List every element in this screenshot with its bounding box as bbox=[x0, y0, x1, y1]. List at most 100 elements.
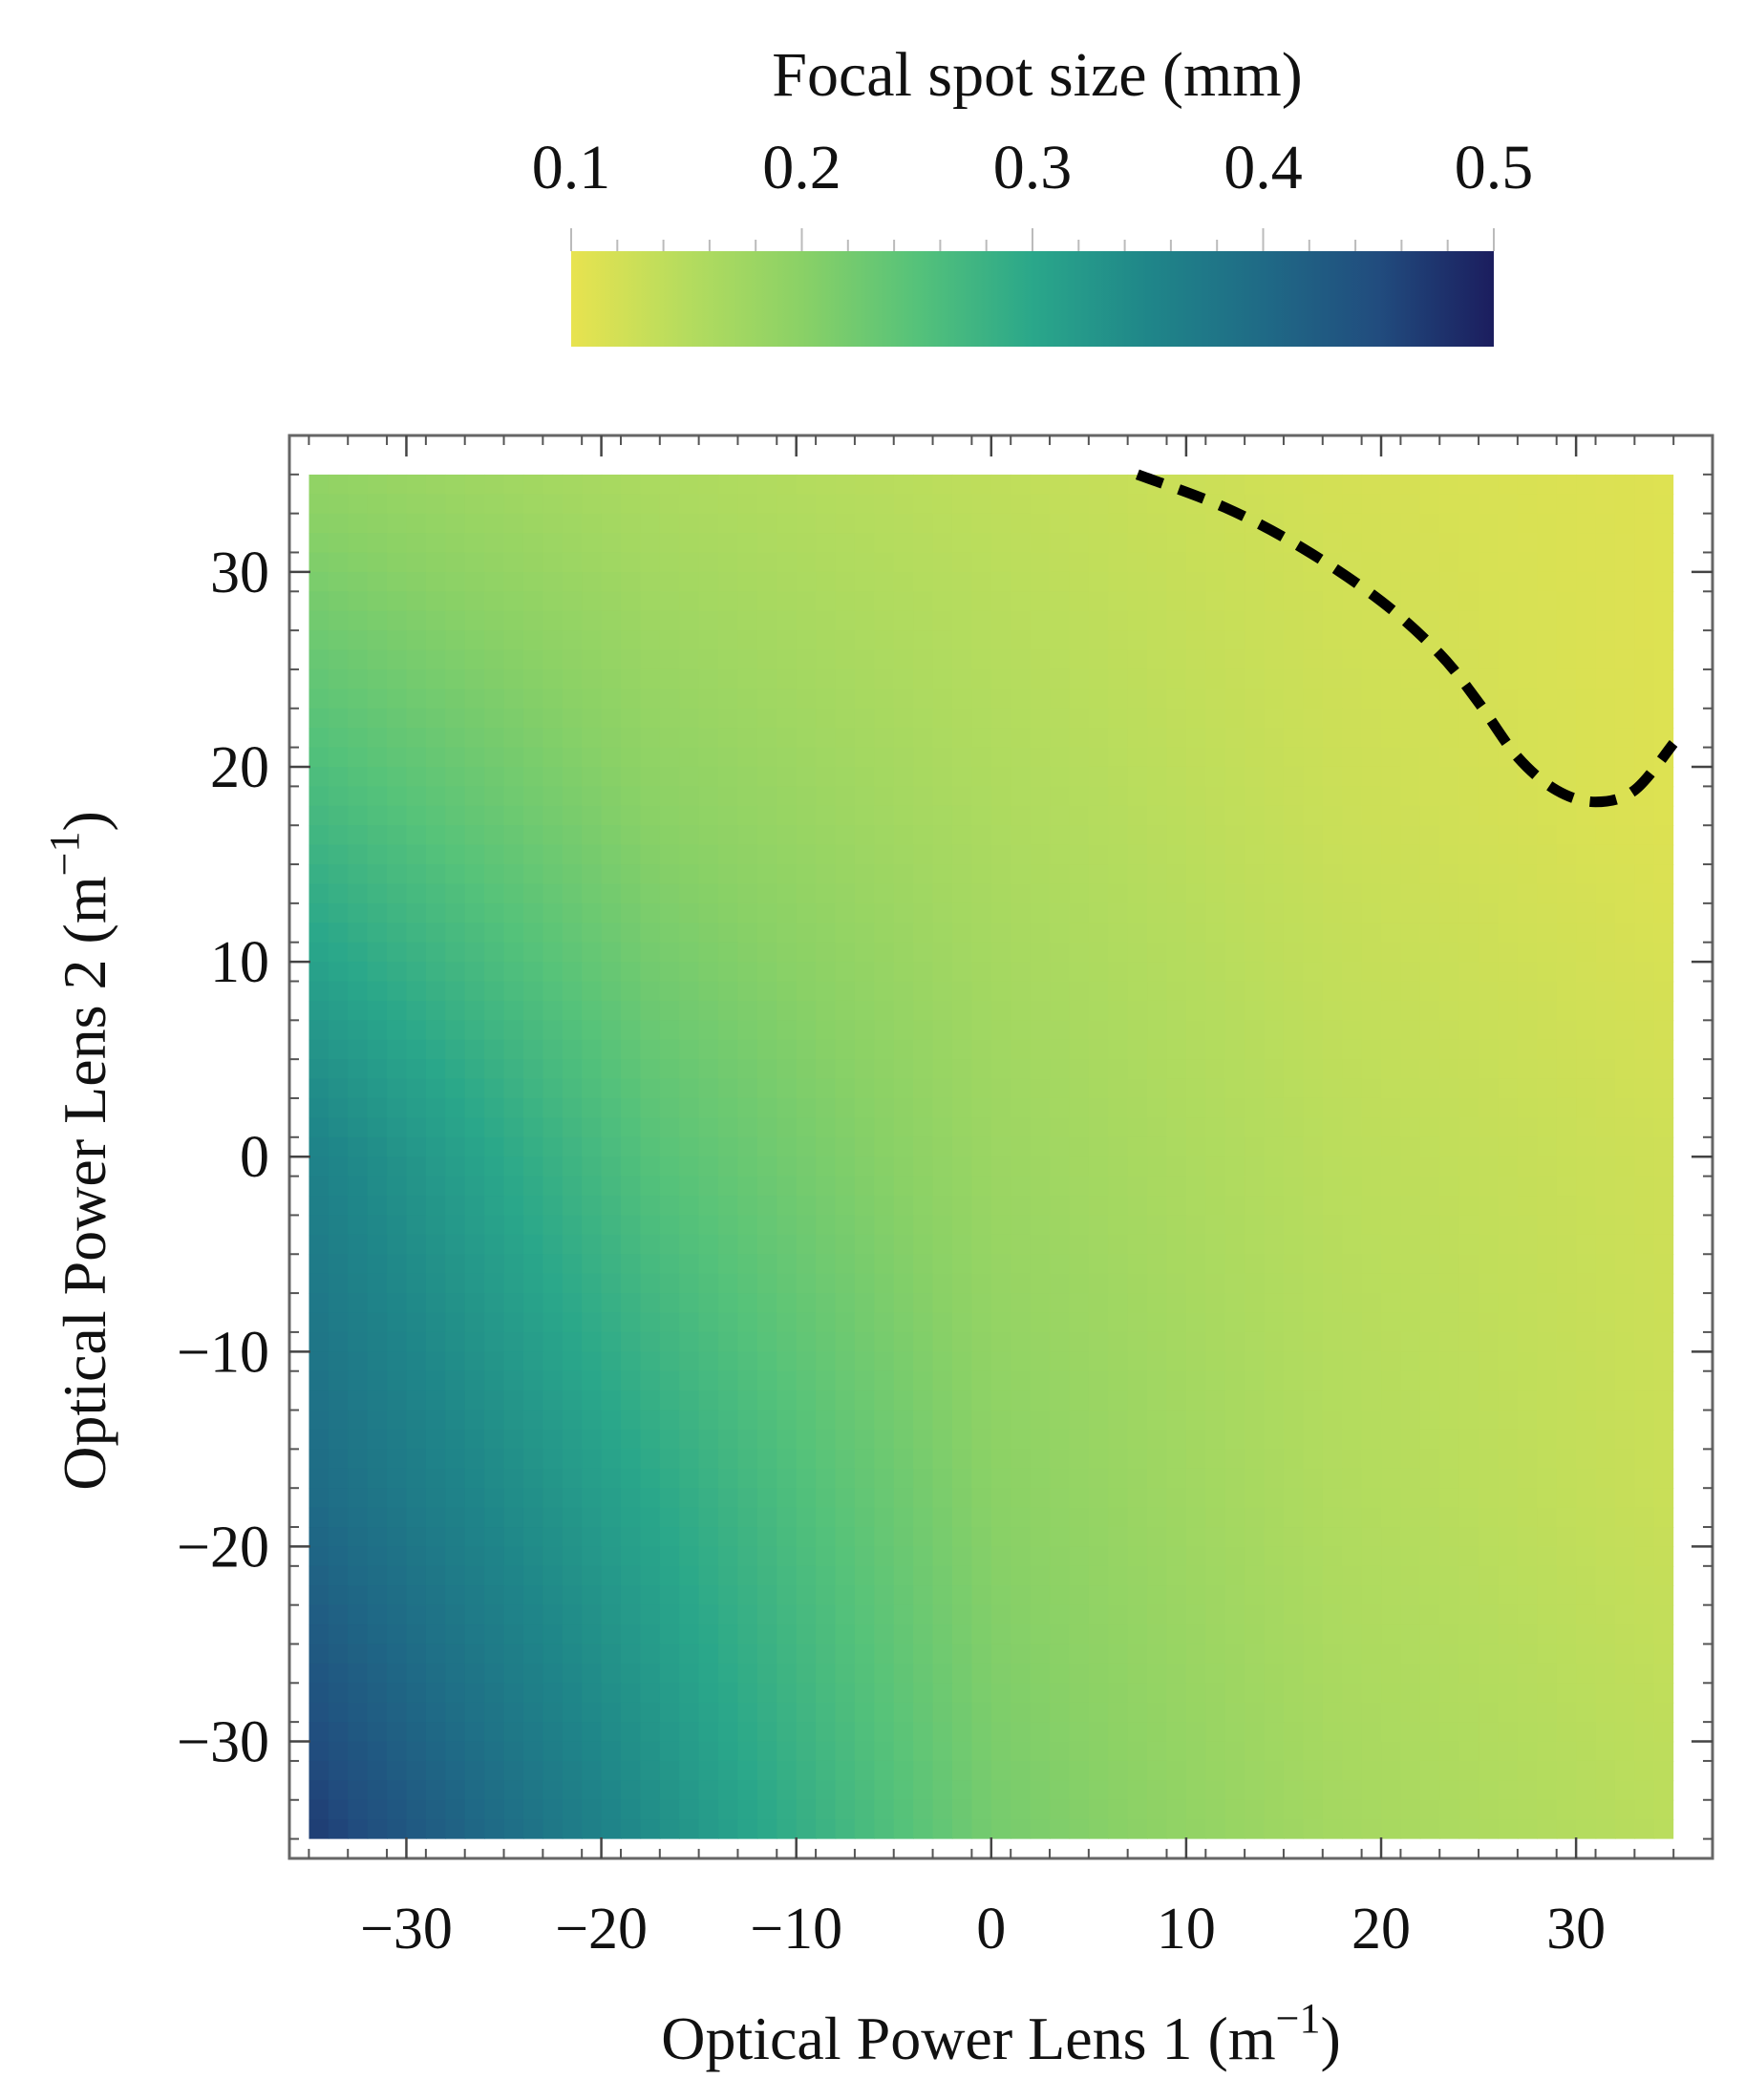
heatmap-cell bbox=[796, 1312, 817, 1333]
heatmap-cell bbox=[1419, 1429, 1441, 1451]
heatmap-cell bbox=[990, 728, 1012, 749]
heatmap-cell bbox=[1205, 1176, 1226, 1197]
heatmap-cell bbox=[1011, 571, 1032, 593]
heatmap-cell bbox=[1011, 805, 1032, 827]
heatmap-cell bbox=[1595, 1331, 1616, 1353]
heatmap-cell bbox=[718, 1624, 739, 1645]
heatmap-cell bbox=[951, 630, 973, 651]
heatmap-cell bbox=[756, 1780, 778, 1801]
heatmap-cell bbox=[1576, 747, 1597, 768]
heatmap-cell bbox=[1400, 1196, 1421, 1217]
heatmap-cell bbox=[951, 610, 973, 631]
heatmap-cell bbox=[1205, 1390, 1226, 1411]
heatmap-cell bbox=[582, 1136, 603, 1158]
heatmap-cell bbox=[874, 689, 895, 710]
heatmap-cell bbox=[1185, 708, 1207, 729]
heatmap-cell bbox=[679, 1254, 700, 1275]
heatmap-cell bbox=[1303, 1234, 1324, 1256]
heatmap-cell bbox=[1322, 766, 1343, 788]
heatmap-cell bbox=[971, 883, 992, 904]
heatmap-cell bbox=[1224, 1799, 1245, 1820]
heatmap-cell bbox=[1030, 786, 1051, 807]
heatmap-cell bbox=[1361, 1234, 1382, 1256]
heatmap-cell bbox=[1400, 1819, 1421, 1839]
heatmap-cell bbox=[718, 474, 739, 496]
heatmap-cell bbox=[854, 1780, 876, 1801]
heatmap-cell bbox=[737, 981, 758, 1002]
heatmap-cell bbox=[1361, 1273, 1382, 1294]
heatmap-cell bbox=[1381, 1312, 1402, 1333]
heatmap-cell bbox=[562, 728, 583, 749]
heatmap-cell bbox=[464, 533, 485, 554]
heatmap-cell bbox=[1439, 1468, 1460, 1489]
heatmap-cell bbox=[387, 630, 408, 651]
heatmap-cell bbox=[698, 981, 719, 1002]
heatmap-cell bbox=[756, 1799, 778, 1820]
heatmap-cell bbox=[1576, 1370, 1597, 1391]
heatmap-cell bbox=[816, 1176, 837, 1197]
heatmap-cell bbox=[1108, 1273, 1129, 1294]
heatmap-cell bbox=[1653, 1565, 1674, 1587]
heatmap-cell bbox=[1595, 1176, 1616, 1197]
heatmap-cell bbox=[1400, 1273, 1421, 1294]
heatmap-cell bbox=[367, 1780, 388, 1801]
heatmap-cell bbox=[348, 1331, 369, 1353]
heatmap-cell bbox=[1185, 1059, 1207, 1080]
heatmap-cell bbox=[718, 1331, 739, 1353]
heatmap-cell bbox=[1361, 1176, 1382, 1197]
heatmap-cell bbox=[1245, 1136, 1266, 1158]
heatmap-cell bbox=[1322, 1097, 1343, 1119]
heatmap-cell bbox=[951, 864, 973, 885]
heatmap-cell bbox=[659, 1370, 681, 1391]
heatmap-cell bbox=[620, 571, 642, 593]
heatmap-cell bbox=[1283, 864, 1305, 885]
heatmap-cell bbox=[1342, 1449, 1363, 1470]
heatmap-cell bbox=[1030, 864, 1051, 885]
heatmap-cell bbox=[971, 708, 992, 729]
heatmap-cell bbox=[1185, 1196, 1207, 1217]
heatmap-cell bbox=[718, 1059, 739, 1080]
heatmap-cell bbox=[1069, 728, 1090, 749]
heatmap-cell bbox=[913, 1624, 934, 1645]
heatmap-cell bbox=[874, 591, 895, 612]
heatmap-cell bbox=[620, 1331, 642, 1353]
heatmap-cell bbox=[718, 786, 739, 807]
heatmap-cell bbox=[1381, 1683, 1402, 1704]
heatmap-cell bbox=[1050, 1410, 1071, 1431]
heatmap-cell bbox=[874, 649, 895, 670]
heatmap-cell bbox=[582, 747, 603, 768]
heatmap-cell bbox=[679, 591, 700, 612]
heatmap-cell bbox=[737, 1410, 758, 1431]
heatmap-cell bbox=[1361, 708, 1382, 729]
heatmap-cell bbox=[543, 923, 564, 944]
heatmap-cell bbox=[1556, 883, 1577, 904]
heatmap-cell bbox=[1439, 747, 1460, 768]
heatmap-cell bbox=[1498, 1000, 1519, 1022]
heatmap-cell bbox=[503, 630, 524, 651]
heatmap-cell bbox=[1185, 981, 1207, 1002]
heatmap-cell bbox=[1245, 766, 1266, 788]
heatmap-cell bbox=[464, 1741, 485, 1762]
heatmap-cell bbox=[874, 1624, 895, 1645]
heatmap-cell bbox=[328, 883, 350, 904]
heatmap-cell bbox=[1224, 1136, 1245, 1158]
heatmap-cell bbox=[1303, 1059, 1324, 1080]
heatmap-cell bbox=[1439, 902, 1460, 924]
heatmap-cell bbox=[1264, 1273, 1285, 1294]
heatmap-cell bbox=[1264, 728, 1285, 749]
heatmap-cell bbox=[951, 981, 973, 1002]
heatmap-cell bbox=[1537, 1624, 1558, 1645]
heatmap-cell bbox=[756, 1741, 778, 1762]
heatmap-cell bbox=[484, 513, 505, 534]
heatmap-cell bbox=[484, 728, 505, 749]
heatmap-cell bbox=[932, 1565, 953, 1587]
heatmap-cell bbox=[1634, 1117, 1655, 1138]
heatmap-cell bbox=[1498, 1059, 1519, 1080]
heatmap-cell bbox=[1653, 1351, 1674, 1372]
heatmap-cell bbox=[796, 1351, 817, 1372]
heatmap-cell bbox=[835, 981, 856, 1002]
heatmap-cell bbox=[1400, 883, 1421, 904]
heatmap-cell bbox=[348, 1000, 369, 1022]
heatmap-cell bbox=[367, 1370, 388, 1391]
heatmap-cell bbox=[1419, 1254, 1441, 1275]
